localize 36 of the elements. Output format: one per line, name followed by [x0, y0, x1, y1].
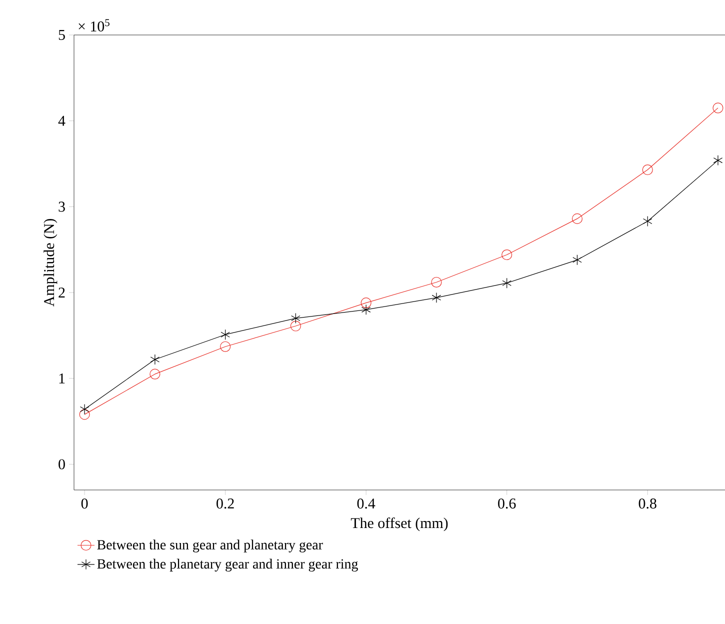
- y-axis-title: Amplitude (N): [44, 218, 58, 307]
- y-tick-label: 1: [59, 373, 65, 384]
- point: [220, 329, 230, 340]
- point: [432, 292, 442, 303]
- point: [713, 155, 723, 166]
- point: [572, 213, 582, 224]
- y-tick-label: 5: [58, 30, 65, 40]
- x-tick-label: 0: [81, 498, 88, 509]
- point: [290, 320, 301, 332]
- text: × 10$^{5}$: [78, 19, 110, 32]
- y-tick-label: 3: [58, 202, 65, 212]
- point: [360, 298, 372, 308]
- x-tick-label: 0.4: [357, 498, 376, 509]
- point: [572, 254, 582, 266]
- point: [79, 409, 90, 420]
- point: [150, 368, 160, 380]
- point: [291, 313, 300, 324]
- x-tick-label: 0.2: [216, 498, 234, 509]
- point: [502, 249, 512, 260]
- y-tick-label: 4: [58, 116, 66, 126]
- y-tick-label: 0: [58, 459, 65, 470]
- legend-label: Between the planetary gear and inner gear ring: [97, 558, 358, 572]
- x-tick-label: 0.6: [498, 498, 516, 509]
- point: [642, 216, 652, 227]
- y-tick-label: 2: [58, 288, 65, 298]
- point: [220, 341, 231, 352]
- x-axis-title: The offset (mm): [350, 517, 448, 532]
- point: [712, 102, 724, 114]
- x-tick-label: 0.8: [638, 498, 656, 509]
- point: [642, 164, 653, 176]
- point: [431, 276, 442, 288]
- point: [361, 304, 371, 315]
- point: [502, 278, 512, 288]
- point: [80, 404, 90, 415]
- point: [150, 354, 160, 365]
- legend-label: Between the sun gear and planetary gear: [97, 540, 323, 552]
